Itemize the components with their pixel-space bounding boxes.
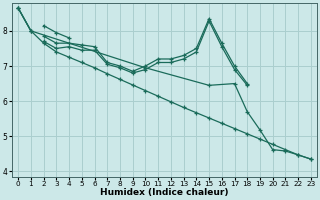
X-axis label: Humidex (Indice chaleur): Humidex (Indice chaleur): [100, 188, 229, 197]
